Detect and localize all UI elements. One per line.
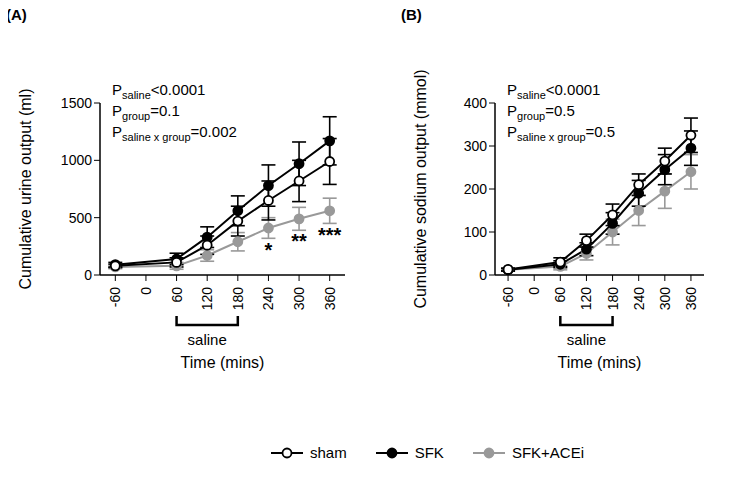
svg-text:(A): (A) — [8, 6, 27, 23]
svg-text:(B): (B) — [401, 6, 422, 23]
svg-text:0: 0 — [479, 267, 487, 283]
svg-text:60: 60 — [169, 287, 185, 303]
svg-text:120: 120 — [199, 287, 215, 311]
svg-text:180: 180 — [230, 287, 246, 311]
svg-text:-60: -60 — [107, 287, 123, 307]
svg-text:Psaline x group=0.5: Psaline x group=0.5 — [507, 123, 615, 143]
svg-text:Psaline x group=0.002: Psaline x group=0.002 — [112, 123, 237, 143]
html-text:sham: sham — [310, 444, 347, 461]
svg-text:60: 60 — [552, 287, 568, 303]
svg-text:Cumulative urine output (ml): Cumulative urine output (ml) — [17, 89, 34, 290]
svg-text:300: 300 — [657, 287, 673, 311]
svg-text:Pgroup=0.5: Pgroup=0.5 — [507, 102, 575, 122]
svg-text:100: 100 — [464, 224, 488, 240]
svg-text:Psaline<0.0001: Psaline<0.0001 — [112, 81, 205, 101]
svg-text:saline: saline — [567, 331, 606, 348]
svg-text:0: 0 — [526, 287, 542, 295]
svg-text:*: * — [265, 239, 273, 261]
svg-text:**: ** — [291, 230, 307, 252]
svg-text:0: 0 — [84, 267, 92, 283]
svg-text:1500: 1500 — [61, 95, 92, 111]
svg-text:***: *** — [318, 224, 342, 246]
html-text:SFK: SFK — [414, 444, 444, 461]
svg-text:Pgroup=0.1: Pgroup=0.1 — [112, 102, 180, 122]
svg-text:Cumulative sodium output (mmol: Cumulative sodium output (mmol) — [412, 69, 429, 308]
svg-text:0: 0 — [138, 287, 154, 295]
svg-text:300: 300 — [464, 138, 488, 154]
svg-text:-60: -60 — [500, 287, 516, 307]
svg-text:1000: 1000 — [61, 152, 92, 168]
svg-text:120: 120 — [578, 287, 594, 311]
svg-text:240: 240 — [631, 287, 647, 311]
svg-text:360: 360 — [683, 287, 699, 311]
svg-text:180: 180 — [605, 287, 621, 311]
svg-text:saline: saline — [188, 331, 227, 348]
svg-text:500: 500 — [69, 210, 93, 226]
svg-text:Time (mins): Time (mins) — [181, 354, 265, 371]
html-text:SFK+ACEi: SFK+ACEi — [511, 444, 584, 461]
svg-text:Time (mins): Time (mins) — [558, 354, 642, 371]
svg-text:400: 400 — [464, 95, 488, 111]
svg-text:300: 300 — [291, 287, 307, 311]
svg-text:Psaline<0.0001: Psaline<0.0001 — [507, 81, 600, 101]
svg-text:200: 200 — [464, 181, 488, 197]
svg-text:360: 360 — [322, 287, 338, 311]
svg-text:240: 240 — [260, 287, 276, 311]
